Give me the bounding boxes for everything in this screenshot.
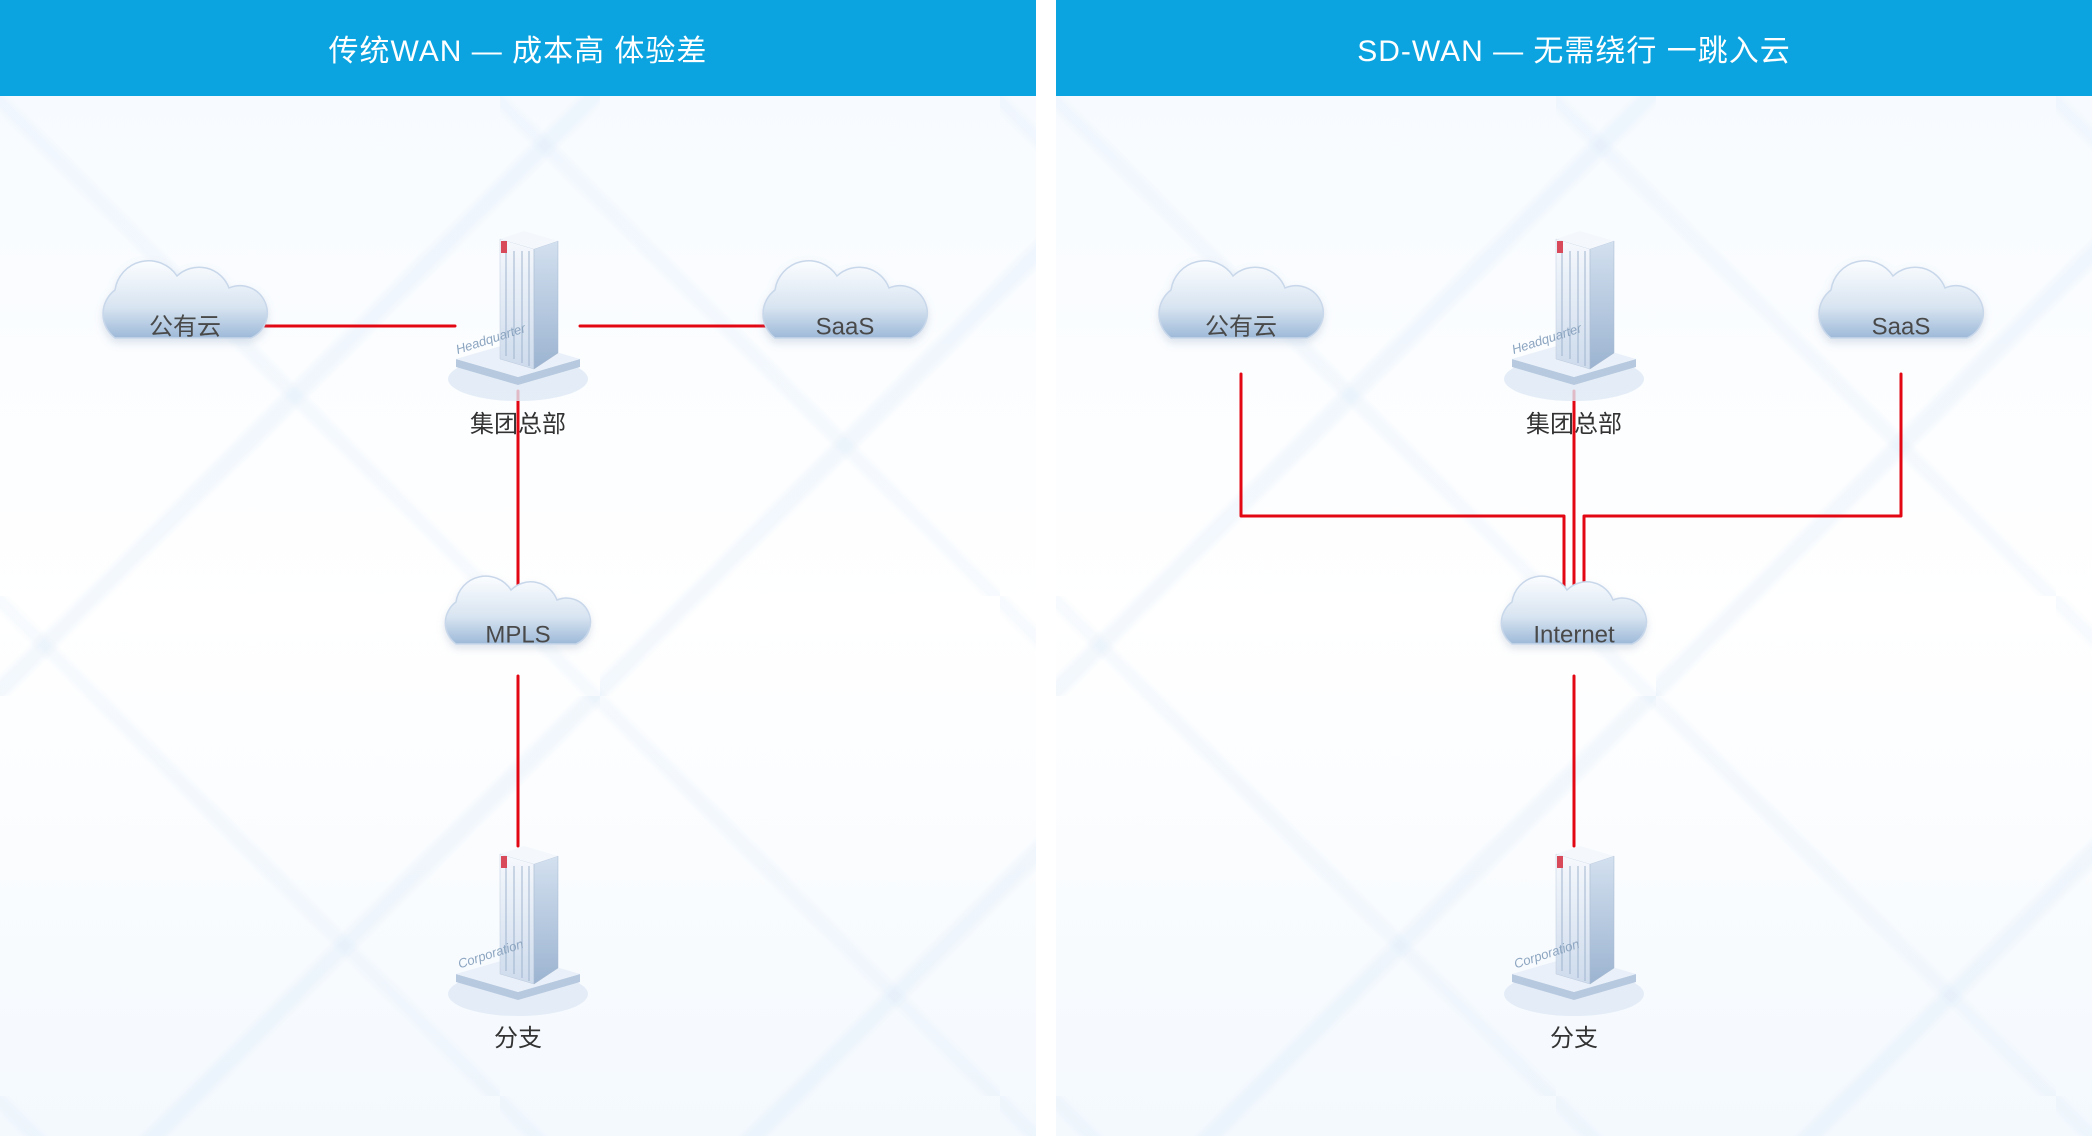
panel-body-right: 公有云 SaaS Internet [1056,96,2092,1136]
edge-saas-internet [1584,374,1901,591]
node-public-cloud-r: 公有云 [1159,261,1323,341]
panel-sdwan: SD-WAN — 无需绕行 一跳入云 [1056,0,2092,1136]
label-branch-r: 分支 [1550,1018,1598,1053]
label-hq-r: 集团总部 [1526,404,1622,439]
node-hq-r: Headquarter [1504,231,1644,401]
node-mpls: MPLS [445,576,590,648]
node-saas: SaaS [763,261,927,341]
label-hq: 集团总部 [470,404,566,439]
node-branch: Corporation [448,846,588,1016]
label-internet: Internet [1533,621,1615,648]
label-mpls: MPLS [485,621,550,648]
node-internet: Internet [1501,576,1646,648]
diagram-left: 公有云 SaaS MPLS [0,96,1036,1136]
panel-header-left: 传统WAN — 成本高 体验差 [0,0,1036,96]
label-public-cloud: 公有云 [149,313,221,340]
label-saas-r: SaaS [1872,313,1931,340]
label-branch: 分支 [494,1018,542,1053]
node-hq: Headquarter [448,231,588,401]
panel-title-left: 传统WAN — 成本高 体验差 [329,26,708,70]
edge-cloud-internet [1241,374,1564,591]
label-public-cloud-r: 公有云 [1205,313,1277,340]
label-saas: SaaS [816,313,875,340]
panel-body-left: 公有云 SaaS MPLS [0,96,1036,1136]
node-public-cloud: 公有云 [103,261,267,341]
diagram-right: 公有云 SaaS Internet [1056,96,2092,1136]
panel-header-right: SD-WAN — 无需绕行 一跳入云 [1056,0,2092,96]
node-saas-r: SaaS [1819,261,1983,341]
panel-traditional-wan: 传统WAN — 成本高 体验差 [0,0,1036,1136]
panel-title-right: SD-WAN — 无需绕行 一跳入云 [1357,26,1791,70]
node-branch-r: Corporation [1504,846,1644,1016]
